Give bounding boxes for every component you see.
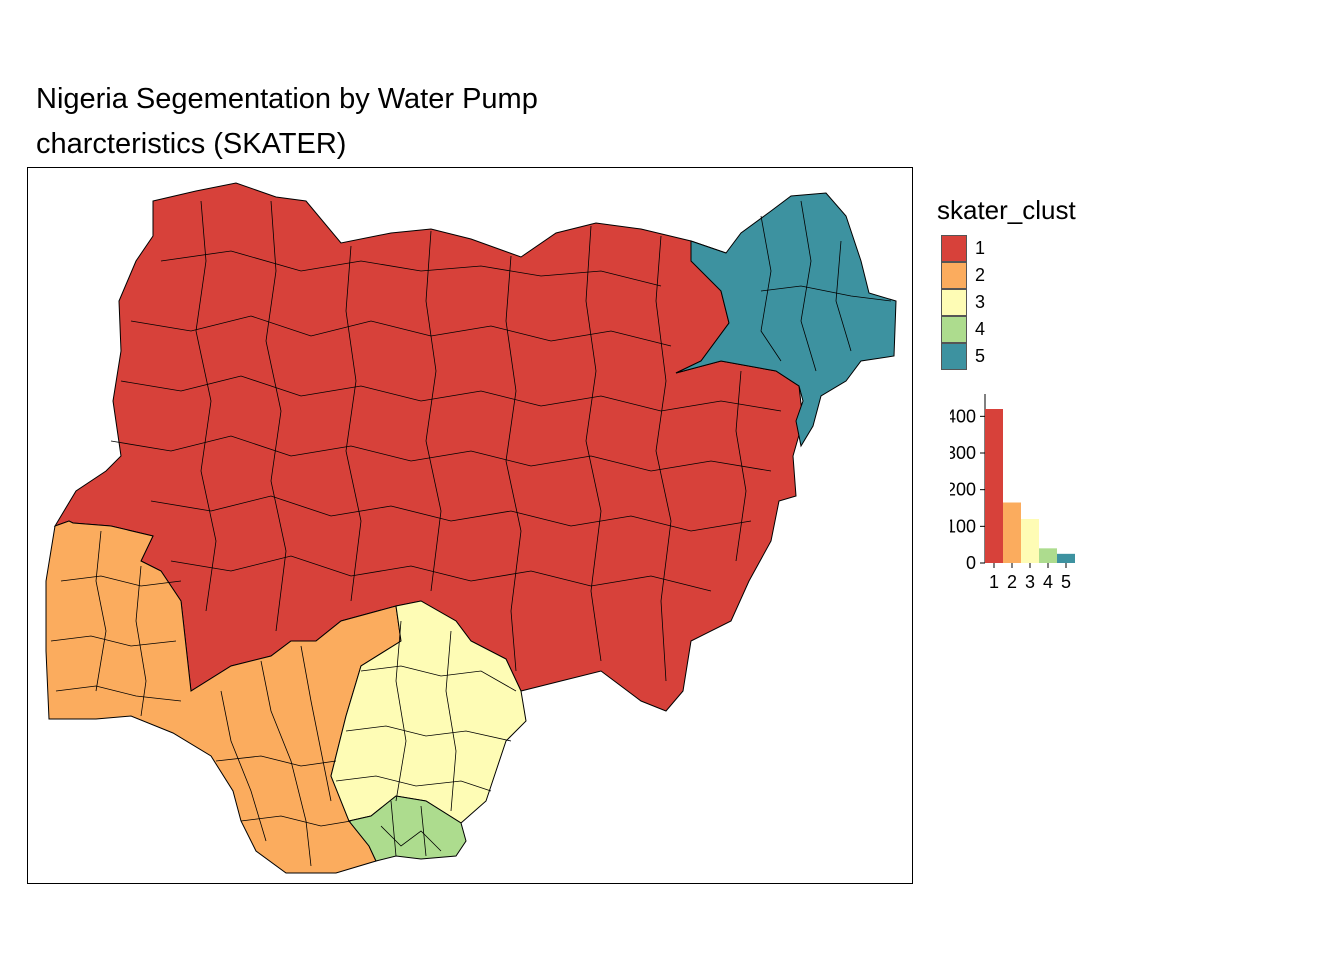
legend-label: 4 bbox=[975, 319, 986, 339]
hist-x-tick-label: 1 bbox=[989, 572, 999, 592]
hist-bar-1 bbox=[985, 409, 1003, 563]
legend-label: 3 bbox=[975, 292, 986, 312]
map-frame bbox=[27, 167, 913, 884]
hist-x-tick-label: 3 bbox=[1025, 572, 1035, 592]
region-cluster-4 bbox=[348, 795, 467, 862]
choropleth-map bbox=[45, 182, 897, 874]
region-cluster-3 bbox=[330, 600, 527, 824]
hist-y-tick-label: 300 bbox=[950, 443, 976, 463]
cluster-count-histogram: 0 100 200 300 400 1 2 3 4 5 bbox=[950, 394, 1075, 592]
legend-label: 2 bbox=[975, 265, 986, 285]
hist-y-tick-label: 400 bbox=[950, 406, 976, 426]
hist-bar-3 bbox=[1021, 519, 1039, 563]
legend-label: 1 bbox=[975, 238, 986, 258]
hist-x-tick-label: 4 bbox=[1043, 572, 1053, 592]
hist-bar-5 bbox=[1057, 553, 1075, 563]
hist-bar-4 bbox=[1039, 548, 1057, 563]
map-title-line-1: Nigeria Segementation by Water Pump bbox=[36, 83, 538, 115]
hist-x-tick-label: 2 bbox=[1007, 572, 1017, 592]
legend-swatch bbox=[941, 343, 967, 370]
legend-swatch bbox=[941, 235, 967, 262]
legend-swatch bbox=[941, 316, 967, 343]
legend-title: skater_clust bbox=[937, 195, 1076, 225]
hist-x-tick-label: 5 bbox=[1061, 572, 1071, 592]
hist-y-tick-label: 0 bbox=[966, 553, 976, 573]
hist-y-tick-label: 100 bbox=[950, 516, 976, 536]
region-boundaries bbox=[50, 200, 892, 867]
map-title-line-2: charcteristics (SKATER) bbox=[36, 128, 347, 160]
hist-bar-2 bbox=[1003, 502, 1021, 563]
hist-y-tick-label: 200 bbox=[950, 480, 976, 500]
region-cluster-5 bbox=[675, 192, 897, 448]
legend-swatch bbox=[941, 289, 967, 316]
legend-label: 5 bbox=[975, 346, 986, 366]
legend-swatch bbox=[941, 262, 967, 289]
